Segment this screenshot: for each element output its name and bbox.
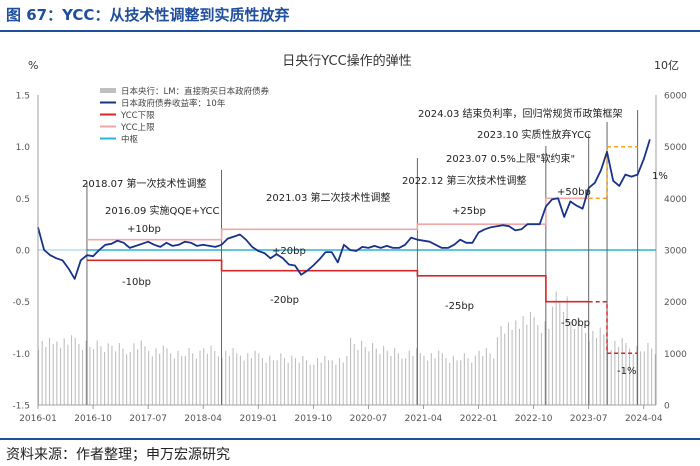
x-tick-label: 2021-04: [405, 414, 443, 424]
left-tick-label: -1.5: [12, 402, 30, 412]
left-tick-label: 1.5: [16, 92, 30, 102]
x-tick-label: 2019-01: [239, 414, 277, 424]
jgb-yield-layer: [37, 139, 651, 280]
ycc-lower-line: [87, 259, 589, 303]
source-rule: [0, 438, 700, 440]
legend-entry: YCC上限: [120, 123, 155, 133]
legend-entry: 中枢: [121, 134, 139, 145]
ycc-upper-line: [87, 197, 589, 241]
ycc-chart: % 10亿 1.5 1.0 0.5 0.0 -0.5 -1.0 -1.5 6000 5000 4000…: [12, 53, 687, 424]
band-label-upper: +20bp: [272, 246, 306, 257]
right-tick-label: 0: [664, 402, 670, 412]
band-label-lower: -50bp: [561, 318, 590, 329]
legend-swatch: [100, 88, 116, 93]
annotations: 2016.09 实施QQE+YCC 2018.07 第一次技术性调整 2021.03…: [82, 107, 668, 377]
x-tick-label: 2019-10: [295, 414, 333, 424]
left-tick-label: -1.0: [12, 350, 30, 360]
left-tick-label: -0.5: [12, 298, 30, 308]
left-tick-label: 0.0: [16, 247, 31, 257]
band-label-upper: 1%: [652, 171, 668, 182]
legend-entry: 日本政府债券收益率：10年: [121, 98, 226, 109]
band-label-upper: +10bp: [127, 224, 161, 235]
axes: % 10亿 1.5 1.0 0.5 0.0 -0.5 -1.0 -1.5 6000 5000 4000…: [12, 59, 687, 424]
x-tick-label: 2020-07: [350, 414, 388, 424]
right-tick-label: 5000: [664, 143, 687, 153]
right-axis-unit: 10亿: [654, 59, 679, 72]
title-rule: [0, 30, 700, 32]
event-annotation: 2024.03 结束负利率，回归常规货币政策框架: [418, 107, 623, 120]
band-label-lower: -10bp: [122, 277, 151, 288]
x-tick-label: 2017-07: [129, 414, 167, 424]
legend-entry: YCC下限: [120, 111, 155, 121]
figure-title: 图 67：YCC：从技术性调整到实质性放弃: [6, 6, 290, 24]
x-tick-label: 2016-10: [74, 414, 112, 424]
event-annotation: 2023.07 0.5%上限"软约束": [446, 152, 575, 165]
ycc-band-lines: [87, 145, 638, 355]
event-annotation: 2022.12 第三次技术性调整: [402, 174, 527, 187]
x-tick-label: 2024-04: [625, 414, 663, 424]
source-note: 资料来源：作者整理；申万宏源研究: [6, 447, 230, 463]
band-label-lower: -25bp: [445, 301, 474, 312]
figure-title-bar: 图 67：YCC：从技术性调整到实质性放弃: [0, 0, 700, 30]
ycc-lower-soft-line: [588, 300, 638, 355]
right-tick-label: 3000: [664, 247, 687, 257]
x-tick-label: 2022-01: [460, 414, 498, 424]
jgb-yield-line: [37, 139, 651, 280]
legend-entry: 日本央行：LM：直接购买日本政府债券: [121, 86, 270, 97]
right-tick-label: 4000: [664, 195, 687, 205]
band-label-lower: -1%: [617, 366, 636, 377]
right-tick-label: 1000: [664, 350, 687, 360]
band-label-upper: +50bp: [557, 187, 591, 198]
band-label-lower: -20bp: [270, 295, 299, 306]
x-tick-label: 2018-04: [184, 414, 222, 424]
event-lines: [86, 110, 639, 405]
x-tick-label: 2022-10: [515, 414, 553, 424]
chart-title: 日央行YCC操作的弹性: [282, 53, 411, 69]
left-axis-unit: %: [28, 59, 38, 72]
right-tick-label: 2000: [664, 298, 687, 308]
event-annotation: 2016.09 实施QQE+YCC: [105, 204, 220, 217]
ycc-upper-soft-line: [588, 145, 638, 200]
left-tick-label: 1.0: [16, 143, 31, 153]
band-label-upper: +25bp: [452, 206, 486, 217]
left-tick-label: 0.5: [16, 195, 30, 205]
bond-purchase-bars: [37, 291, 656, 405]
x-tick-label: 2016-01: [19, 414, 57, 424]
right-tick-label: 6000: [664, 92, 687, 102]
x-tick-label: 2023-07: [570, 414, 608, 424]
event-annotation: 2021.03 第二次技术性调整: [266, 191, 391, 204]
event-annotation: 2018.07 第一次技术性调整: [82, 177, 207, 190]
event-annotation: 2023.10 实质性放弃YCC: [477, 128, 591, 141]
